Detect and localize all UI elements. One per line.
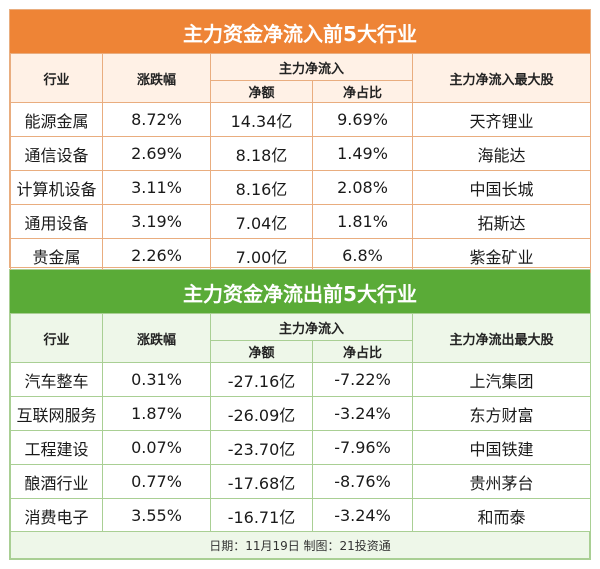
- table-row: 互联网服务 1.87% -26.09亿 -3.24% 东方财富: [10, 396, 592, 431]
- net-cell: 8.18亿: [210, 136, 313, 171]
- change-cell: 0.31%: [102, 362, 211, 397]
- outflow-header-ratio: 净占比: [311, 340, 414, 363]
- net-cell: -16.71亿: [210, 498, 313, 533]
- ratio-cell: -3.24%: [311, 396, 414, 431]
- ratio-cell: 2.08%: [311, 170, 414, 205]
- industry-cell: 互联网服务: [10, 396, 103, 431]
- inflow-title-banner: 主力资金净流入前5大行业: [10, 10, 590, 53]
- table-row: 工程建设 0.07% -23.70亿 -7.96% 中国铁建: [10, 430, 592, 465]
- table-row: 汽车整车 0.31% -27.16亿 -7.22% 上汽集团: [10, 362, 592, 397]
- outflow-header-change: 涨跌幅: [102, 313, 211, 363]
- net-cell: -17.68亿: [210, 464, 313, 499]
- industry-cell: 通信设备: [10, 136, 103, 171]
- ratio-cell: -7.22%: [311, 362, 414, 397]
- industry-cell: 酿酒行业: [10, 464, 103, 499]
- outflow-title: 主力资金净流出前5大行业: [183, 282, 417, 306]
- change-cell: 0.77%: [102, 464, 211, 499]
- net-cell: 14.34亿: [210, 102, 313, 137]
- table-row: 通用设备 3.19% 7.04亿 1.81% 拓斯达: [10, 204, 592, 239]
- ratio-cell: 1.81%: [311, 204, 414, 239]
- inflow-header-top-stock: 主力净流入最大股: [412, 53, 592, 103]
- change-cell: 2.69%: [102, 136, 211, 171]
- outflow-header-group: 主力净流入: [209, 313, 414, 341]
- outflow-header-industry: 行业: [10, 313, 103, 363]
- industry-cell: 汽车整车: [10, 362, 103, 397]
- table-row: 计算机设备 3.11% 8.16亿 2.08% 中国长城: [10, 170, 592, 205]
- outflow-header-net: 净额: [210, 340, 313, 363]
- table-row: 通信设备 2.69% 8.18亿 1.49% 海能达: [10, 136, 592, 171]
- inflow-header-row: 行业 涨跌幅 主力净流入 主力净流入最大股: [10, 53, 592, 103]
- outflow-header-row: 行业 涨跌幅 主力净流入 主力净流出最大股: [10, 313, 592, 363]
- table-row: 消费电子 3.55% -16.71亿 -3.24% 和而泰: [10, 498, 592, 533]
- industry-cell: 通用设备: [10, 204, 103, 239]
- net-cell: -23.70亿: [210, 430, 313, 465]
- top-stock-cell: 海能达: [412, 136, 592, 171]
- net-cell: 7.04亿: [210, 204, 313, 239]
- inflow-header-group: 主力净流入: [209, 53, 414, 81]
- outflow-header-top-stock: 主力净流出最大股: [412, 313, 592, 363]
- table-row: 酿酒行业 0.77% -17.68亿 -8.76% 贵州茅台: [10, 464, 592, 499]
- footer-credit: 日期：11月19日 制图：21投资通: [10, 531, 590, 559]
- inflow-header-change: 涨跌幅: [102, 53, 211, 103]
- ratio-cell: 1.49%: [311, 136, 414, 171]
- ratio-cell: -8.76%: [311, 464, 414, 499]
- industry-cell: 工程建设: [10, 430, 103, 465]
- top-stock-cell: 天齐锂业: [412, 102, 592, 137]
- net-cell: -27.16亿: [210, 362, 313, 397]
- change-cell: 3.55%: [102, 498, 211, 533]
- ratio-cell: -3.24%: [311, 498, 414, 533]
- ratio-cell: 9.69%: [311, 102, 414, 137]
- change-cell: 1.87%: [102, 396, 211, 431]
- net-cell: -26.09亿: [210, 396, 313, 431]
- top-stock-cell: 上汽集团: [412, 362, 592, 397]
- industry-cell: 能源金属: [10, 102, 103, 137]
- net-cell: 8.16亿: [210, 170, 313, 205]
- inflow-table: 行业 涨跌幅 主力净流入 主力净流入最大股 净额 净占比 能源金属 8.72% …: [10, 53, 592, 273]
- inflow-title: 主力资金净流入前5大行业: [183, 22, 417, 46]
- top-stock-cell: 和而泰: [412, 498, 592, 533]
- inflow-header-ratio: 净占比: [311, 80, 414, 103]
- inflow-header-net: 净额: [210, 80, 313, 103]
- top-stock-cell: 贵州茅台: [412, 464, 592, 499]
- industry-cell: 贵金属: [10, 238, 103, 273]
- change-cell: 2.26%: [102, 238, 211, 273]
- industry-cell: 计算机设备: [10, 170, 103, 205]
- net-cell: 7.00亿: [210, 238, 313, 273]
- table-row: 贵金属 2.26% 7.00亿 6.8% 紫金矿业: [10, 238, 592, 273]
- table-row: 能源金属 8.72% 14.34亿 9.69% 天齐锂业: [10, 102, 592, 137]
- industry-cell: 消费电子: [10, 498, 103, 533]
- ratio-cell: -7.96%: [311, 430, 414, 465]
- top-stock-cell: 紫金矿业: [412, 238, 592, 273]
- top-stock-cell: 中国铁建: [412, 430, 592, 465]
- outflow-title-banner: 主力资金净流出前5大行业: [10, 270, 590, 313]
- change-cell: 0.07%: [102, 430, 211, 465]
- top-stock-cell: 东方财富: [412, 396, 592, 431]
- outflow-table: 行业 涨跌幅 主力净流入 主力净流出最大股 净额 净占比 汽车整车 0.31% …: [10, 313, 592, 533]
- ratio-cell: 6.8%: [311, 238, 414, 273]
- top-stock-cell: 中国长城: [412, 170, 592, 205]
- change-cell: 3.11%: [102, 170, 211, 205]
- change-cell: 3.19%: [102, 204, 211, 239]
- inflow-header-industry: 行业: [10, 53, 103, 103]
- change-cell: 8.72%: [102, 102, 211, 137]
- top-stock-cell: 拓斯达: [412, 204, 592, 239]
